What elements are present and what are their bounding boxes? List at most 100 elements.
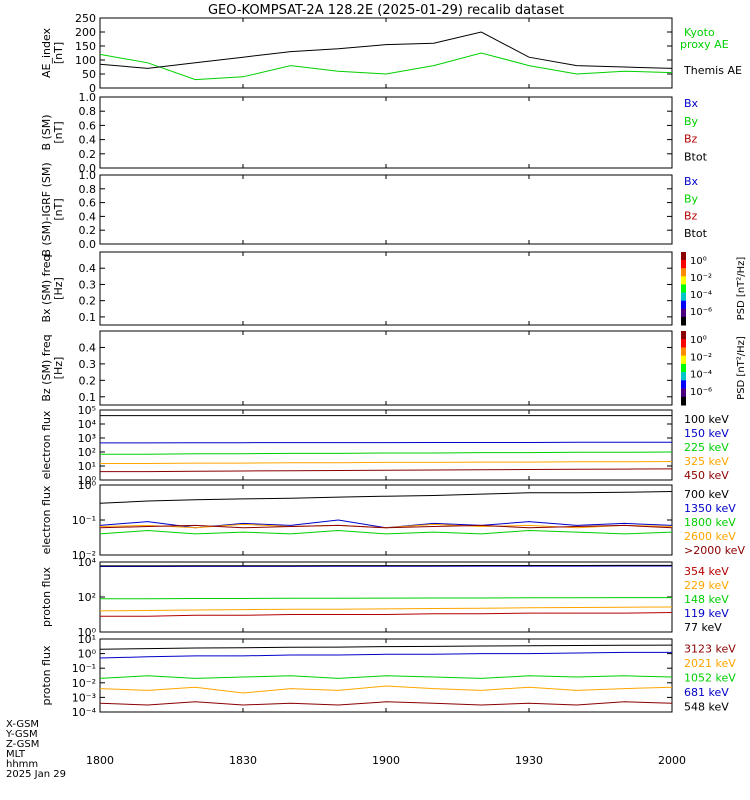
y-axis-label: Bz (SM) freq[Hz] bbox=[40, 334, 65, 401]
panel-frame bbox=[99, 174, 673, 245]
y-tick-label: 0.0 bbox=[79, 238, 97, 251]
panel-bzspec: 0.1 0.2 0.3 0.4 Bz (SM) freq[Hz] 10⁰ 10⁻² 10⁻⁴ 1… bbox=[40, 330, 747, 406]
y-tick-label: 1.0 bbox=[79, 91, 97, 104]
y-tick-label: 10⁰ bbox=[78, 479, 97, 492]
x-tick-label: 1930 bbox=[515, 754, 543, 767]
y-tick-label: 0.1 bbox=[79, 391, 97, 404]
y-tick-label: 10³ bbox=[78, 432, 96, 445]
series-line-1052-kev bbox=[99, 675, 673, 679]
y-axis-label: proton flux bbox=[40, 567, 53, 627]
colorbar-segment bbox=[681, 292, 686, 302]
series-line-229-kev bbox=[99, 606, 673, 612]
y-tick-label: 10¹ bbox=[78, 460, 96, 473]
series-line-119-kev bbox=[100, 565, 672, 567]
y-tick-label: 50 bbox=[82, 68, 96, 81]
series-line-77-kev bbox=[100, 564, 672, 567]
series-line-kyoto-proxy-ae bbox=[99, 52, 673, 81]
legend-entry: Bx bbox=[684, 97, 699, 110]
y-axis-label: electron flux bbox=[40, 410, 53, 479]
legend-entry: 119 keV bbox=[684, 607, 729, 620]
y-tick-label: 150 bbox=[75, 40, 96, 53]
y-tick-label: 0.3 bbox=[79, 278, 97, 291]
y-tick-label: 10⁻¹ bbox=[72, 514, 96, 527]
y-axis-label: AE_index[nT] bbox=[40, 27, 65, 78]
legend-entry: Btot bbox=[684, 150, 708, 163]
y-tick-label: 1.0 bbox=[79, 169, 97, 182]
colorbar-tick-label: 10⁰ bbox=[690, 256, 707, 267]
legend-entry: proxy AE bbox=[680, 38, 729, 51]
y-tick-label: 0.4 bbox=[79, 262, 97, 275]
y-tick-label: 10⁻³ bbox=[72, 691, 96, 704]
colorbar-segment bbox=[681, 268, 686, 277]
legend-entry: 1350 keV bbox=[684, 502, 736, 515]
legend-entry: 148 keV bbox=[684, 593, 729, 606]
y-axis-label: B (SM)-IGRF (SM)[nT] bbox=[40, 162, 65, 256]
y-tick-label: 10⁻⁴ bbox=[72, 706, 97, 719]
legend-entry: 77 keV bbox=[684, 621, 722, 634]
y-tick-label: 0.3 bbox=[79, 358, 97, 371]
series-line-681-kev bbox=[99, 651, 672, 659]
x-tick-label: 1900 bbox=[372, 754, 400, 767]
legend-entry: 681 keV bbox=[684, 686, 729, 699]
legend-entry: 700 keV bbox=[684, 488, 729, 501]
x-tick-label: 1800 bbox=[86, 754, 114, 767]
series-line-3123-kev bbox=[99, 701, 673, 706]
x-tick-label: 2000 bbox=[658, 754, 686, 767]
y-tick-label: 0.2 bbox=[79, 148, 97, 161]
legend-entry: 2600 keV bbox=[684, 530, 736, 543]
time-axis-footer: 1800 1830 1900 1930 2000 X-GSMY-GSMZ-GSMMLThh… bbox=[5, 719, 686, 780]
legend-entry: Bz bbox=[684, 210, 698, 223]
legend-entry: 450 keV bbox=[684, 469, 729, 482]
footer-row-label: X-GSM bbox=[6, 719, 39, 730]
y-tick-label: 0.2 bbox=[79, 374, 97, 387]
footer-row-label: hhmm bbox=[6, 759, 38, 770]
footer-row-label: 2025 Jan 29 bbox=[6, 769, 66, 780]
colorbar-tick-label: 10⁻² bbox=[690, 352, 712, 363]
y-tick-label: 10⁵ bbox=[78, 404, 96, 417]
legend-entry: 1800 keV bbox=[684, 516, 736, 529]
y-tick-label: 10⁴ bbox=[78, 556, 97, 569]
panel-frame bbox=[99, 96, 673, 169]
colorbar-segment bbox=[681, 308, 686, 318]
y-tick-label: 10⁻² bbox=[72, 677, 96, 690]
legend-entry: 1052 keV bbox=[684, 672, 736, 685]
y-tick-label: 0.1 bbox=[79, 311, 97, 324]
y-tick-label: 0 bbox=[89, 82, 96, 95]
colorbar-segment bbox=[681, 380, 686, 390]
colorbar-segment bbox=[681, 363, 686, 373]
y-tick-label: 0.4 bbox=[79, 341, 97, 354]
y-tick-label: 200 bbox=[75, 26, 96, 39]
colorbar-label: PSD [nT²/Hz] bbox=[736, 336, 747, 400]
series-line-700-kev bbox=[99, 491, 673, 504]
colorbar-segment bbox=[681, 331, 686, 340]
y-tick-label: 100 bbox=[75, 54, 96, 67]
footer-row-label: Y-GSM bbox=[5, 729, 38, 740]
colorbar-segment bbox=[681, 372, 686, 381]
colorbar-segment bbox=[681, 284, 686, 294]
series-line-354-kev bbox=[100, 612, 673, 617]
y-tick-label: 0.4 bbox=[79, 210, 97, 223]
panel-frame bbox=[99, 17, 673, 89]
y-tick-label: 10⁴ bbox=[78, 418, 97, 431]
legend-entry: 548 keV bbox=[684, 701, 729, 714]
legend-entry: >2000 keV bbox=[684, 544, 745, 557]
series-line-548-kev bbox=[99, 644, 673, 650]
y-axis-label: Bx (SM) freq[Hz] bbox=[40, 254, 65, 322]
panel-bsm: 0.00.20.4 0.60.81.0 B (SM)[nT] Bx By Bz Btot bbox=[40, 91, 708, 175]
footer-row-label: MLT bbox=[6, 749, 26, 760]
legend-entry: By bbox=[684, 115, 699, 128]
figure-title: GEO-KOMPSAT-2A 128.2E (2025-01-29) recal… bbox=[208, 3, 564, 18]
legend-entry: Bx bbox=[684, 175, 699, 188]
y-axis-label: B (SM)[nT] bbox=[40, 114, 65, 150]
colorbar-tick-label: 10⁻⁶ bbox=[690, 307, 712, 318]
legend-entry: 229 keV bbox=[684, 579, 729, 592]
series-line-themis-ae bbox=[99, 31, 673, 69]
legend-entry: 150 keV bbox=[684, 427, 729, 440]
colorbar-tick-label: 10⁰ bbox=[690, 335, 707, 346]
colorbar-segment bbox=[681, 300, 686, 310]
legend-entry: 100 keV bbox=[684, 413, 729, 426]
